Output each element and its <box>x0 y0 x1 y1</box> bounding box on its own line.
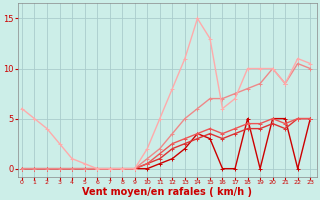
X-axis label: Vent moyen/en rafales ( km/h ): Vent moyen/en rafales ( km/h ) <box>82 187 252 197</box>
